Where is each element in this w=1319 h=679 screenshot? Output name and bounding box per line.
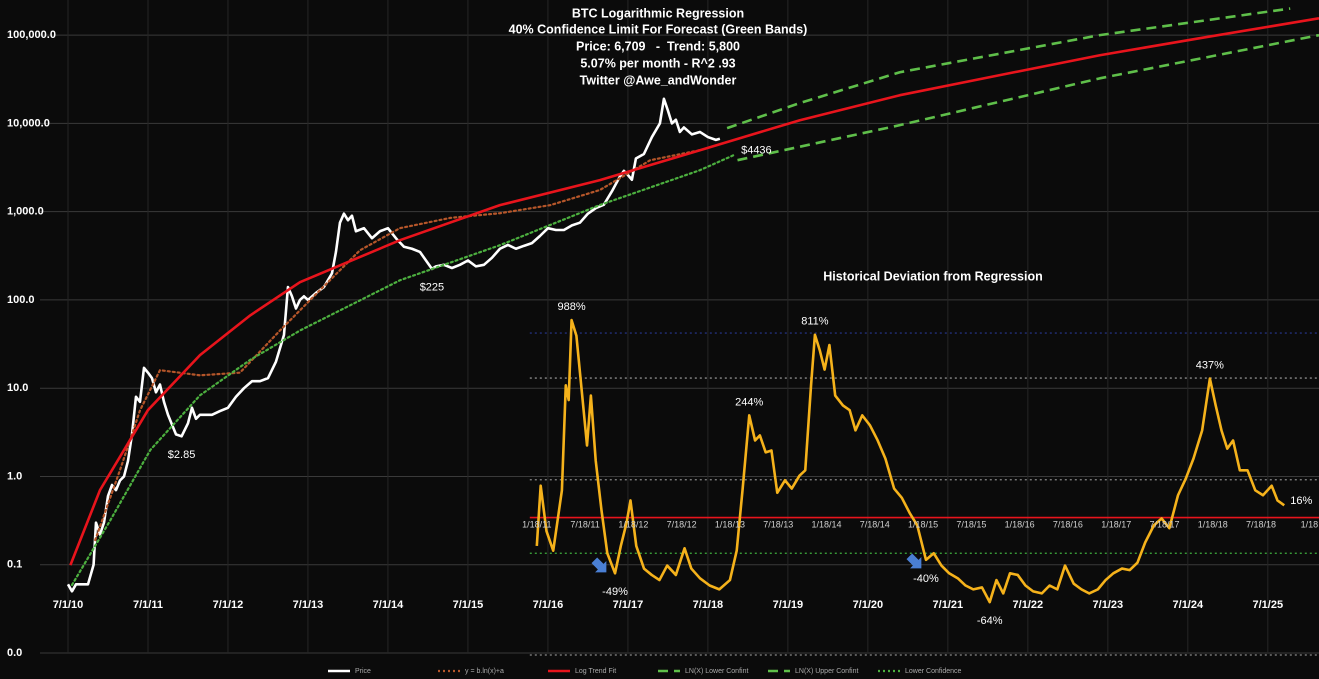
- inset-title: Historical Deviation from Regression: [823, 269, 1043, 283]
- legend-label: Log Trend Fit: [575, 668, 616, 675]
- x-tick-label: 7/18/18: [1246, 519, 1276, 529]
- y-tick-label: 1,000.0: [7, 206, 44, 218]
- annotation: 244%: [735, 396, 763, 408]
- series-line: [94, 149, 701, 542]
- legend-label: LN(X) Lower Confint: [685, 668, 748, 675]
- x-tick-label: 1/18/13: [715, 519, 745, 529]
- x-tick-label: 1/18/15: [908, 519, 938, 529]
- annotation: -64%: [977, 615, 1003, 627]
- x-tick-label: 7/1/21: [933, 599, 964, 611]
- x-tick-label: 1/18/11: [522, 519, 551, 529]
- x-tick-label: 7/18/13: [763, 519, 793, 529]
- series-line: [70, 153, 737, 587]
- chart-subtitle: Price: 6,709 - Trend: 5,800: [576, 39, 740, 53]
- x-tick-label: 7/1/12: [213, 599, 244, 611]
- x-tick-label: 7/1/11: [133, 599, 163, 611]
- chart-subtitle: 40% Confidence Limit For Forecast (Green…: [509, 22, 808, 36]
- x-tick-label: 7/18/12: [667, 519, 697, 529]
- series-line: [726, 7, 1291, 130]
- annotation: 16%: [1290, 495, 1312, 507]
- x-tick-label: 7/1/22: [1013, 599, 1044, 611]
- x-tick-label: 7/18/11: [570, 519, 599, 529]
- y-tick-label: 0.1: [7, 559, 22, 571]
- x-tick-label: 7/1/17: [613, 599, 644, 611]
- annotation: -49%: [602, 586, 628, 598]
- x-tick-label: 1/18/17: [1101, 519, 1131, 529]
- legend-label: y = b.ln(x)+a: [465, 668, 504, 675]
- y-tick-label: 100.0: [7, 294, 35, 306]
- series-line: [737, 33, 1319, 162]
- chart-subtitle: 5.07% per month - R^2 .93: [580, 56, 735, 70]
- grid-layer: [40, 0, 1319, 656]
- x-tick-label: 7/18/15: [956, 519, 986, 529]
- annotation: 811%: [801, 316, 829, 328]
- arrow-marker: [906, 553, 922, 569]
- x-tick-label: 7/1/13: [293, 599, 324, 611]
- marks-layer: [66, 7, 1319, 604]
- x-tick-label: 7/18/16: [1053, 519, 1083, 529]
- x-tick-label: 7/1/24: [1173, 599, 1204, 611]
- x-tick-label: 1/18: [1301, 519, 1319, 529]
- x-tick-label: 7/1/19: [773, 599, 804, 611]
- x-tick-label: 7/1/18: [693, 599, 724, 611]
- y-tick-label: 0.0: [7, 647, 22, 659]
- y-tick-label: 10,000.0: [7, 117, 50, 129]
- x-tick-label: 7/1/20: [853, 599, 884, 611]
- x-tick-label: 7/1/16: [533, 599, 564, 611]
- y-tick-label: 1.0: [7, 470, 22, 482]
- series-line: [69, 17, 1319, 566]
- annotation: -40%: [913, 573, 939, 585]
- x-tick-label: 7/1/23: [1093, 599, 1124, 611]
- legend-label: LN(X) Upper Confint: [795, 668, 858, 675]
- annotation: $2.85: [168, 449, 196, 461]
- x-tick-label: 1/18/18: [1198, 519, 1228, 529]
- x-tick-label: 7/18/17: [1149, 519, 1179, 529]
- x-tick-label: 7/1/15: [453, 599, 484, 611]
- annotation: 988%: [558, 301, 586, 313]
- x-tick-label: 7/18/14: [860, 519, 890, 529]
- y-tick-label: 10.0: [7, 382, 28, 394]
- y-tick-label: 100,000.0: [7, 29, 56, 41]
- legend-label: Price: [355, 668, 371, 675]
- text-layer: BTC Logarithmic Regression 40% Confidenc…: [7, 6, 1318, 675]
- annotation: $225: [420, 282, 444, 294]
- series-line: [535, 318, 1285, 604]
- chart-subtitle: Twitter @Awe_andWonder: [580, 73, 737, 87]
- legend-label: Lower Confidence: [905, 668, 962, 675]
- annotation: $4436: [741, 144, 772, 156]
- x-tick-label: 1/18/14: [811, 519, 841, 529]
- x-tick-label: 7/1/25: [1253, 599, 1284, 611]
- x-tick-label: 7/1/14: [373, 599, 404, 611]
- chart-title: BTC Logarithmic Regression: [572, 6, 744, 20]
- x-tick-label: 1/18/16: [1005, 519, 1035, 529]
- x-tick-label: 7/1/10: [53, 599, 84, 611]
- x-tick-label: 1/18/12: [618, 519, 648, 529]
- annotation: 437%: [1196, 359, 1224, 371]
- arrow-marker: [591, 557, 607, 573]
